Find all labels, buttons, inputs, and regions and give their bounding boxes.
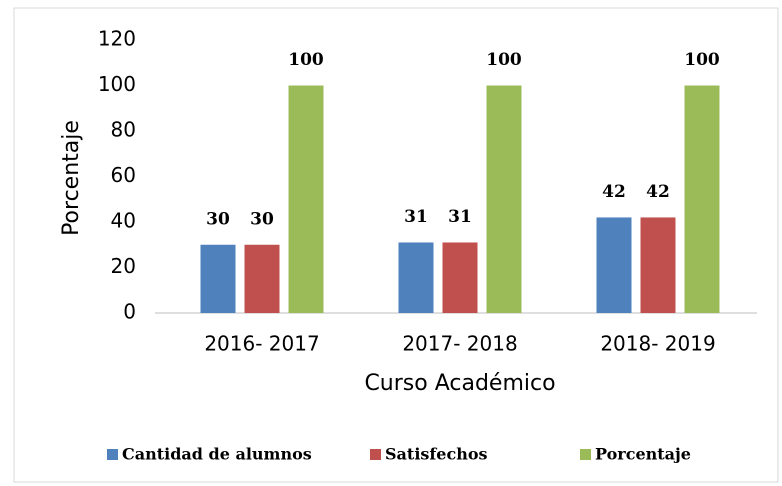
- legend-label: Cantidad de alumnos: [122, 445, 312, 464]
- bar: [486, 85, 522, 313]
- value-label: 30: [250, 209, 274, 229]
- x-tick-label: 2016- 2017: [204, 332, 319, 356]
- legend-label: Satisfechos: [385, 445, 488, 464]
- bar: [640, 217, 676, 313]
- y-tick-label: 100: [98, 72, 136, 96]
- y-tick-label: 120: [98, 27, 136, 51]
- y-tick-label: 20: [111, 254, 136, 278]
- legend-swatch: [580, 449, 591, 460]
- value-label: 42: [602, 182, 626, 202]
- legend-label: Porcentaje: [595, 445, 691, 464]
- x-axis-title: Curso Académico: [364, 371, 555, 396]
- bar: [596, 217, 632, 313]
- y-tick-label: 0: [123, 300, 136, 324]
- value-label: 42: [646, 182, 670, 202]
- y-tick-label: 60: [111, 163, 136, 187]
- bar: [244, 244, 280, 313]
- bar: [684, 85, 720, 313]
- x-tick-label: 2018- 2019: [600, 332, 715, 356]
- legend-swatch: [107, 449, 118, 460]
- value-label: 30: [206, 209, 230, 229]
- bar: [398, 242, 434, 313]
- value-label: 31: [448, 207, 472, 227]
- value-label: 100: [288, 50, 324, 70]
- bar: [442, 242, 478, 313]
- value-label: 100: [486, 50, 522, 70]
- legend-swatch: [370, 449, 381, 460]
- y-tick-label: 40: [111, 209, 136, 233]
- value-label: 100: [684, 50, 720, 70]
- y-tick-label: 80: [111, 118, 136, 142]
- bar: [288, 85, 324, 313]
- y-axis-title: Porcentaje: [59, 120, 84, 236]
- x-tick-label: 2017- 2018: [402, 332, 517, 356]
- value-label: 31: [404, 207, 428, 227]
- bar: [200, 244, 236, 313]
